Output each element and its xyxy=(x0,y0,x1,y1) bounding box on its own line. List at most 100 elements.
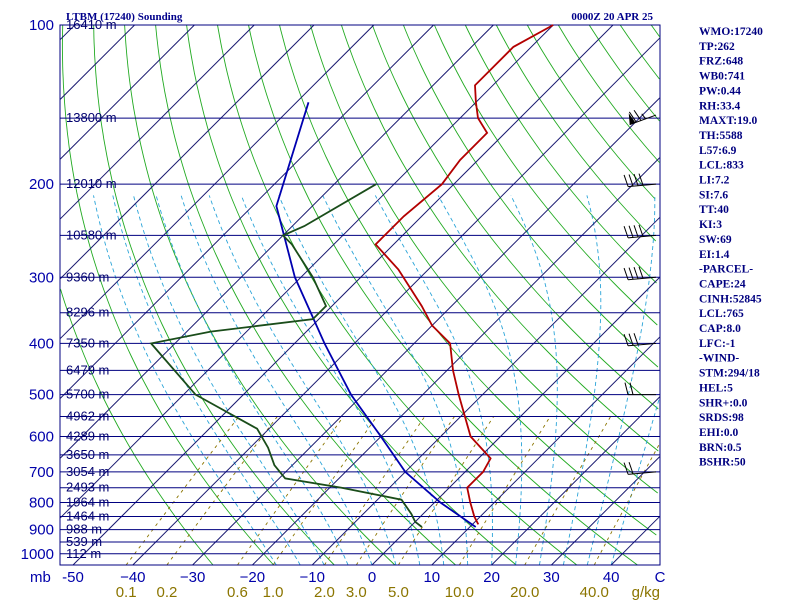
mixing-ratio-label: 40.0 xyxy=(580,584,609,600)
pressure-tick-label: 500 xyxy=(29,387,54,404)
dry-adiabat xyxy=(526,24,656,200)
wind-barb-half xyxy=(641,113,647,120)
stat-line: LFC:-1 xyxy=(699,338,736,350)
stat-line: -PARCEL- xyxy=(699,264,753,276)
pressure-tick-label: 700 xyxy=(29,464,54,481)
dry-adiabat xyxy=(495,24,657,242)
dry-adiabat xyxy=(464,24,657,284)
isotherm xyxy=(59,24,135,100)
height-label: 3054 m xyxy=(66,464,109,479)
isotherm xyxy=(59,24,315,280)
isotherm xyxy=(59,24,195,160)
stat-line: LI:7.2 xyxy=(699,175,730,187)
stat-line: CINH:52845 xyxy=(699,293,762,305)
dry-adiabat xyxy=(402,24,659,368)
height-label: 7350 m xyxy=(66,335,109,350)
isotherm xyxy=(311,216,661,566)
dry-adiabat xyxy=(186,24,517,566)
isotherm xyxy=(59,24,375,340)
height-label: 8296 m xyxy=(66,305,109,320)
temperature-unit-label: C xyxy=(655,569,666,586)
plot-frame xyxy=(59,24,661,566)
mixing-ratio-label: 1.0 xyxy=(263,584,284,600)
dry-adiabat xyxy=(248,24,638,566)
height-label: 16410 m xyxy=(66,17,117,32)
temperature-tick-label: 0 xyxy=(368,569,376,586)
wind-barb-full xyxy=(628,174,634,187)
dry-adiabat xyxy=(650,24,661,38)
mixing-ratio-label: 0.1 xyxy=(116,584,137,600)
isotherm xyxy=(551,456,661,566)
dry-adiabat xyxy=(217,24,578,566)
stat-line: LCL:833 xyxy=(699,160,744,172)
isotherm xyxy=(610,515,661,566)
isotherm xyxy=(59,24,494,459)
isotherm xyxy=(431,336,661,566)
dry-adiabat xyxy=(124,24,396,566)
stat-line: RH:33.4 xyxy=(699,100,740,112)
stat-line: WB0:741 xyxy=(699,71,745,83)
height-label: 5700 m xyxy=(66,387,109,402)
stat-line: EHI:0.0 xyxy=(699,427,739,439)
parcel-line xyxy=(275,102,477,528)
temperature-tick-label: -50 xyxy=(62,569,84,586)
wind-barb-full xyxy=(633,225,639,238)
stat-line: WMO:17240 xyxy=(699,26,763,38)
wind-barb-full xyxy=(624,382,629,395)
wind-barb-full xyxy=(623,462,629,475)
isotherm xyxy=(192,97,661,566)
height-label: 1964 m xyxy=(66,495,109,510)
dry-adiabat xyxy=(93,24,335,566)
pressure-tick-label: 400 xyxy=(29,335,54,352)
mixing-ratio-line xyxy=(398,416,495,566)
stat-line: HEL:5 xyxy=(699,382,733,394)
wind-barb-full xyxy=(633,173,639,186)
moist-adiabat xyxy=(208,195,397,566)
pressure-tick-label: 600 xyxy=(29,428,54,445)
pressure-tick-label: 1000 xyxy=(21,546,54,563)
wind-barb-shaft xyxy=(629,114,657,126)
height-label: 6479 m xyxy=(66,362,109,377)
isotherm xyxy=(371,276,661,566)
isotherm xyxy=(59,24,76,41)
dewpoint-line xyxy=(149,183,423,528)
pressure-tick-label: 200 xyxy=(29,176,54,193)
stat-line: CAPE:24 xyxy=(699,278,746,290)
temperature-line xyxy=(374,24,554,525)
isotherm xyxy=(132,37,661,566)
temperature-tick-label: 30 xyxy=(543,569,560,586)
mixing-ratio-unit-label: g/kg xyxy=(632,584,660,600)
mixing-ratio-line xyxy=(237,416,344,566)
pressure-tick-label: 300 xyxy=(29,269,54,286)
mixing-ratio-line xyxy=(272,416,378,566)
stat-line: TT:40 xyxy=(699,204,729,216)
wind-barb-full xyxy=(628,225,634,238)
stat-line: KI:3 xyxy=(699,219,722,231)
temperature-tick-label: 10 xyxy=(423,569,440,586)
wind-barb-full xyxy=(623,267,629,280)
mixing-ratio-label: 20.0 xyxy=(510,584,539,600)
stat-line: CAP:8.0 xyxy=(699,323,741,335)
wind-barb-full xyxy=(633,333,639,346)
height-label: 112 m xyxy=(66,546,101,561)
stat-line: SW:69 xyxy=(699,234,732,246)
chart-title-left: LTBM (17240) Sounding xyxy=(66,11,183,23)
stat-line: TP:262 xyxy=(699,41,735,53)
isotherm xyxy=(59,24,434,399)
dry-adiabat xyxy=(340,24,659,452)
stat-line: -WIND- xyxy=(699,353,739,365)
stat-line: LCL:765 xyxy=(699,308,744,320)
height-label: 10580 m xyxy=(66,227,117,242)
height-label: 9360 m xyxy=(66,269,109,284)
height-label: 4289 m xyxy=(66,428,109,443)
wind-barb-full xyxy=(638,224,644,237)
wind-barb-full xyxy=(633,109,642,121)
mixing-ratio-label: 0.2 xyxy=(157,584,178,600)
dry-adiabat xyxy=(310,24,658,494)
pressure-tick-label: 800 xyxy=(29,495,54,512)
wind-barb-full xyxy=(628,267,634,280)
isotherm xyxy=(59,24,255,220)
wind-barb-full xyxy=(638,266,644,279)
